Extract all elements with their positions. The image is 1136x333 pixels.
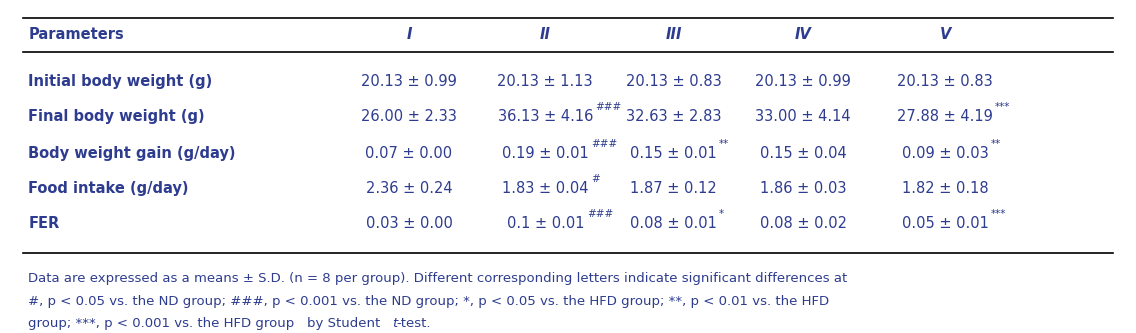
Text: 0.15 ± 0.01: 0.15 ± 0.01 (630, 146, 717, 161)
Text: I: I (407, 27, 411, 43)
Text: *: * (719, 209, 725, 219)
Text: #, p < 0.05 vs. the ND group; ###, p < 0.001 vs. the ND group; *, p < 0.05 vs. t: #, p < 0.05 vs. the ND group; ###, p < 0… (28, 295, 829, 308)
Text: Food intake (g/day): Food intake (g/day) (28, 180, 189, 196)
Text: 20.13 ± 0.83: 20.13 ± 0.83 (897, 74, 993, 89)
Text: 1.83 ± 0.04: 1.83 ± 0.04 (502, 180, 588, 196)
Text: 20.13 ± 1.13: 20.13 ± 1.13 (498, 74, 593, 89)
Text: ***: *** (991, 209, 1006, 219)
Text: t: t (392, 317, 398, 330)
Text: IV: IV (795, 27, 811, 43)
Text: 26.00 ± 2.33: 26.00 ± 2.33 (361, 109, 457, 124)
Text: 1.82 ± 0.18: 1.82 ± 0.18 (902, 180, 988, 196)
Text: ###: ### (595, 102, 621, 112)
Text: 0.15 ± 0.04: 0.15 ± 0.04 (760, 146, 846, 161)
Text: FER: FER (28, 215, 60, 231)
Text: #: # (591, 174, 600, 184)
Text: III: III (666, 27, 682, 43)
Text: 36.13 ± 4.16: 36.13 ± 4.16 (498, 109, 593, 124)
Text: ***: *** (995, 102, 1010, 112)
Text: ###: ### (591, 139, 617, 149)
Text: 0.05 ± 0.01: 0.05 ± 0.01 (902, 215, 988, 231)
Text: -test.: -test. (396, 317, 432, 330)
Text: ###: ### (587, 209, 613, 219)
Text: 2.36 ± 0.24: 2.36 ± 0.24 (366, 180, 452, 196)
Text: Parameters: Parameters (28, 27, 124, 43)
Text: 0.19 ± 0.01: 0.19 ± 0.01 (502, 146, 588, 161)
Text: Initial body weight (g): Initial body weight (g) (28, 74, 212, 89)
Text: 32.63 ± 2.83: 32.63 ± 2.83 (626, 109, 721, 124)
Text: 20.13 ± 0.99: 20.13 ± 0.99 (361, 74, 457, 89)
Text: 1.87 ± 0.12: 1.87 ± 0.12 (630, 180, 717, 196)
Text: II: II (540, 27, 551, 43)
Text: 27.88 ± 4.19: 27.88 ± 4.19 (897, 109, 993, 124)
Text: 0.09 ± 0.03: 0.09 ± 0.03 (902, 146, 988, 161)
Text: 20.13 ± 0.99: 20.13 ± 0.99 (755, 74, 851, 89)
Text: V: V (939, 27, 951, 43)
Text: 0.03 ± 0.00: 0.03 ± 0.00 (366, 215, 452, 231)
Text: **: ** (719, 139, 729, 149)
Text: Body weight gain (g/day): Body weight gain (g/day) (28, 146, 236, 161)
Text: 0.08 ± 0.02: 0.08 ± 0.02 (760, 215, 846, 231)
Text: Final body weight (g): Final body weight (g) (28, 109, 204, 124)
Text: 33.00 ± 4.14: 33.00 ± 4.14 (755, 109, 851, 124)
Text: **: ** (991, 139, 1001, 149)
Text: 1.86 ± 0.03: 1.86 ± 0.03 (760, 180, 846, 196)
Text: Data are expressed as a means ± S.D. (n = 8 per group). Different corresponding : Data are expressed as a means ± S.D. (n … (28, 271, 847, 285)
Text: 0.08 ± 0.01: 0.08 ± 0.01 (630, 215, 717, 231)
Text: 0.1 ± 0.01: 0.1 ± 0.01 (507, 215, 584, 231)
Text: group; ***, p < 0.001 vs. the HFD group   by Student: group; ***, p < 0.001 vs. the HFD group … (28, 317, 385, 330)
Text: 20.13 ± 0.83: 20.13 ± 0.83 (626, 74, 721, 89)
Text: 0.07 ± 0.00: 0.07 ± 0.00 (366, 146, 452, 161)
